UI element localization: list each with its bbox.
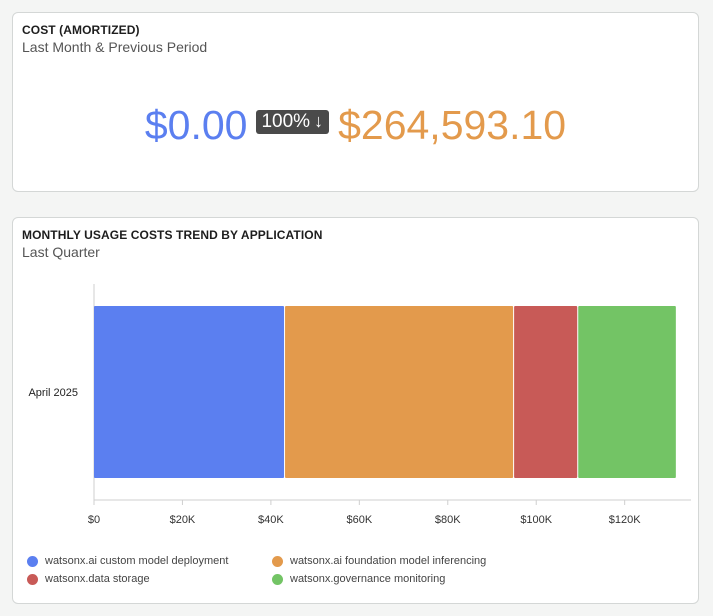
change-badge: 100% ↓ <box>256 109 330 135</box>
legend-label: watsonx.data storage <box>45 573 150 585</box>
x-tick-label: $40K <box>258 514 284 526</box>
x-tick-label: $80K <box>435 514 461 526</box>
chart-legend: watsonx.ai custom model deployment watson… <box>27 555 667 585</box>
previous-cost-value: $264,593.10 <box>338 101 567 148</box>
trend-card-subtitle: Last Quarter <box>22 244 100 260</box>
legend-swatch <box>27 573 38 585</box>
cost-amortized-card: COST (AMORTIZED) Last Month & Previous P… <box>12 12 699 192</box>
cost-card-subtitle: Last Month & Previous Period <box>22 39 208 55</box>
x-tick-label: $60K <box>346 514 372 526</box>
legend-item[interactable]: watsonx.governance monitoring <box>272 573 532 585</box>
legend-label: watsonx.ai custom model deployment <box>45 555 229 567</box>
x-tick-label: $20K <box>170 514 196 526</box>
arrow-down-icon: ↓ <box>314 111 324 132</box>
bar-segment <box>94 306 285 478</box>
change-percent: 100% <box>261 110 311 132</box>
x-tick-label: $100K <box>520 514 552 526</box>
legend-item[interactable]: watsonx.data storage <box>27 573 272 585</box>
x-tick-label: $120K <box>609 514 641 526</box>
bar-segment <box>578 306 676 478</box>
legend-item[interactable]: watsonx.ai custom model deployment <box>27 555 272 567</box>
category-label: April 2025 <box>28 387 78 399</box>
legend-item[interactable]: watsonx.ai foundation model inferencing <box>272 555 532 567</box>
legend-label: watsonx.ai foundation model inferencing <box>290 555 487 567</box>
current-cost-value: $0.00 <box>144 101 248 148</box>
usage-trend-card: MONTHLY USAGE COSTS TREND BY APPLICATION… <box>12 217 699 604</box>
legend-swatch <box>272 573 283 585</box>
legend-label: watsonx.governance monitoring <box>290 573 446 585</box>
legend-swatch <box>27 555 38 567</box>
stacked-bar-chart: $0 $20K $40K $60K $80K $100K $120K April 2025 <box>28 284 691 526</box>
bar-segment <box>514 306 578 478</box>
trend-card-title: MONTHLY USAGE COSTS TREND BY APPLICATION <box>22 228 323 242</box>
kpi-row: $0.00 100% ↓ $264,593.10 <box>13 100 698 150</box>
cost-card-title: COST (AMORTIZED) <box>22 23 140 37</box>
legend-swatch <box>272 555 283 567</box>
x-tick-label: $0 <box>88 514 100 526</box>
bar-segment <box>285 306 514 478</box>
